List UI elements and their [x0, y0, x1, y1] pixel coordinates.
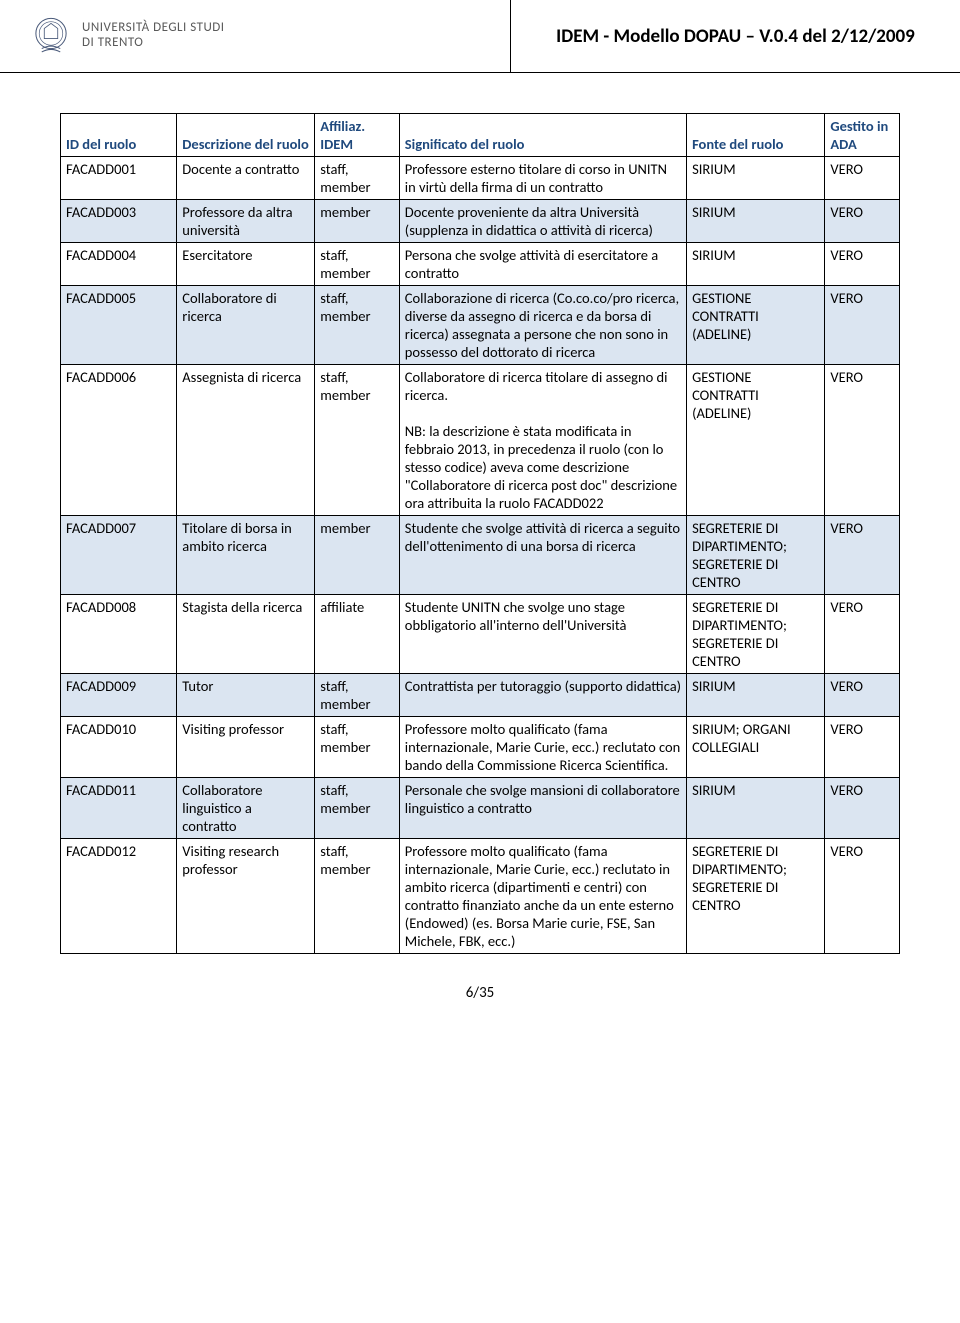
cell-sig: Personale che svolge mansioni di collabo…	[399, 778, 686, 839]
cell-aff: member	[315, 516, 400, 595]
content: ID del ruolo Descrizione del ruolo Affil…	[0, 73, 960, 954]
cell-id: FACADD012	[61, 839, 177, 954]
cell-fonte: SIRIUM	[687, 674, 825, 717]
table-body: FACADD001Docente a contrattostaff, membe…	[61, 157, 900, 954]
cell-desc: Titolare di borsa in ambito ricerca	[177, 516, 315, 595]
cell-aff: staff, member	[315, 365, 400, 516]
cell-gest: VERO	[825, 286, 900, 365]
logo-cell: UNIVERSITÀ DEGLI STUDI DI TRENTO	[0, 0, 511, 72]
cell-sig: Studente che svolge attività di ricerca …	[399, 516, 686, 595]
cell-desc: Tutor	[177, 674, 315, 717]
cell-sig: Studente UNITN che svolge uno stage obbl…	[399, 595, 686, 674]
cell-id: FACADD005	[61, 286, 177, 365]
cell-aff: affiliate	[315, 595, 400, 674]
table-row: FACADD007Titolare di borsa in ambito ric…	[61, 516, 900, 595]
cell-id: FACADD001	[61, 157, 177, 200]
cell-desc: Visiting professor	[177, 717, 315, 778]
logo-wrap: UNIVERSITÀ DEGLI STUDI DI TRENTO	[30, 15, 225, 57]
th-aff: Affiliaz. IDEM	[315, 114, 400, 157]
cell-sig: Contrattista per tutoraggio (supporto di…	[399, 674, 686, 717]
table-row: FACADD012Visiting research professorstaf…	[61, 839, 900, 954]
cell-sig: Docente proveniente da altra Università …	[399, 200, 686, 243]
table-header-row: ID del ruolo Descrizione del ruolo Affil…	[61, 114, 900, 157]
cell-gest: VERO	[825, 243, 900, 286]
cell-gest: VERO	[825, 717, 900, 778]
th-gest: Gestito in ADA	[825, 114, 900, 157]
cell-fonte: SEGRETERIE DI DIPARTIMENTO; SEGRETERIE D…	[687, 516, 825, 595]
cell-sig: Persona che svolge attività di esercitat…	[399, 243, 686, 286]
cell-fonte: SIRIUM	[687, 778, 825, 839]
cell-aff: staff, member	[315, 286, 400, 365]
cell-desc: Esercitatore	[177, 243, 315, 286]
cell-fonte: SIRIUM; ORGANI COLLEGIALI	[687, 717, 825, 778]
cell-gest: VERO	[825, 778, 900, 839]
cell-sig: Professore molto qualificato (fama inter…	[399, 839, 686, 954]
cell-aff: member	[315, 200, 400, 243]
doc-title: IDEM - Modello DOPAU – V.0.4 del 2/12/20…	[511, 0, 960, 72]
cell-sig: Collaborazione di ricerca (Co.co.co/pro …	[399, 286, 686, 365]
cell-id: FACADD004	[61, 243, 177, 286]
cell-gest: VERO	[825, 516, 900, 595]
cell-aff: staff, member	[315, 717, 400, 778]
cell-aff: staff, member	[315, 157, 400, 200]
cell-id: FACADD011	[61, 778, 177, 839]
cell-desc: Docente a contratto	[177, 157, 315, 200]
table-row: FACADD008Stagista della ricercaaffiliate…	[61, 595, 900, 674]
roles-table: ID del ruolo Descrizione del ruolo Affil…	[60, 113, 900, 954]
uni-line1: UNIVERSITÀ DEGLI STUDI	[82, 21, 225, 36]
table-row: FACADD003Professore da altra universitàm…	[61, 200, 900, 243]
page-number: 6/35	[0, 954, 960, 1022]
table-row: FACADD011Collaboratore linguistico a con…	[61, 778, 900, 839]
cell-id: FACADD007	[61, 516, 177, 595]
page: UNIVERSITÀ DEGLI STUDI DI TRENTO IDEM - …	[0, 0, 960, 1022]
cell-desc: Collaboratore di ricerca	[177, 286, 315, 365]
cell-id: FACADD008	[61, 595, 177, 674]
cell-aff: staff, member	[315, 243, 400, 286]
table-row: FACADD006Assegnista di ricercastaff, mem…	[61, 365, 900, 516]
cell-id: FACADD009	[61, 674, 177, 717]
cell-desc: Professore da altra università	[177, 200, 315, 243]
cell-aff: staff, member	[315, 674, 400, 717]
cell-aff: staff, member	[315, 839, 400, 954]
cell-id: FACADD003	[61, 200, 177, 243]
cell-aff: staff, member	[315, 778, 400, 839]
th-fonte: Fonte del ruolo	[687, 114, 825, 157]
cell-desc: Stagista della ricerca	[177, 595, 315, 674]
cell-desc: Assegnista di ricerca	[177, 365, 315, 516]
cell-gest: VERO	[825, 595, 900, 674]
table-row: FACADD010Visiting professorstaff, member…	[61, 717, 900, 778]
cell-fonte: SEGRETERIE DI DIPARTIMENTO; SEGRETERIE D…	[687, 839, 825, 954]
cell-desc: Collaboratore linguistico a contratto	[177, 778, 315, 839]
cell-id: FACADD010	[61, 717, 177, 778]
uni-line2: DI TRENTO	[82, 36, 225, 51]
cell-fonte: SEGRETERIE DI DIPARTIMENTO; SEGRETERIE D…	[687, 595, 825, 674]
university-crest-icon	[30, 15, 72, 57]
cell-desc: Visiting research professor	[177, 839, 315, 954]
cell-fonte: SIRIUM	[687, 243, 825, 286]
cell-id: FACADD006	[61, 365, 177, 516]
cell-gest: VERO	[825, 157, 900, 200]
table-row: FACADD005Collaboratore di ricercastaff, …	[61, 286, 900, 365]
cell-sig: Collaboratore di ricerca titolare di ass…	[399, 365, 686, 516]
cell-gest: VERO	[825, 674, 900, 717]
table-row: FACADD009Tutorstaff, memberContrattista …	[61, 674, 900, 717]
cell-fonte: GESTIONE CONTRATTI (ADELINE)	[687, 365, 825, 516]
table-row: FACADD004Esercitatorestaff, memberPerson…	[61, 243, 900, 286]
th-sig: Significato del ruolo	[399, 114, 686, 157]
cell-fonte: SIRIUM	[687, 200, 825, 243]
cell-fonte: GESTIONE CONTRATTI (ADELINE)	[687, 286, 825, 365]
th-id: ID del ruolo	[61, 114, 177, 157]
cell-fonte: SIRIUM	[687, 157, 825, 200]
header-bar: UNIVERSITÀ DEGLI STUDI DI TRENTO IDEM - …	[0, 0, 960, 73]
cell-gest: VERO	[825, 200, 900, 243]
cell-gest: VERO	[825, 839, 900, 954]
university-name: UNIVERSITÀ DEGLI STUDI DI TRENTO	[82, 21, 225, 51]
cell-sig: Professore molto qualificato (fama inter…	[399, 717, 686, 778]
table-row: FACADD001Docente a contrattostaff, membe…	[61, 157, 900, 200]
th-desc: Descrizione del ruolo	[177, 114, 315, 157]
cell-sig: Professore esterno titolare di corso in …	[399, 157, 686, 200]
cell-gest: VERO	[825, 365, 900, 516]
